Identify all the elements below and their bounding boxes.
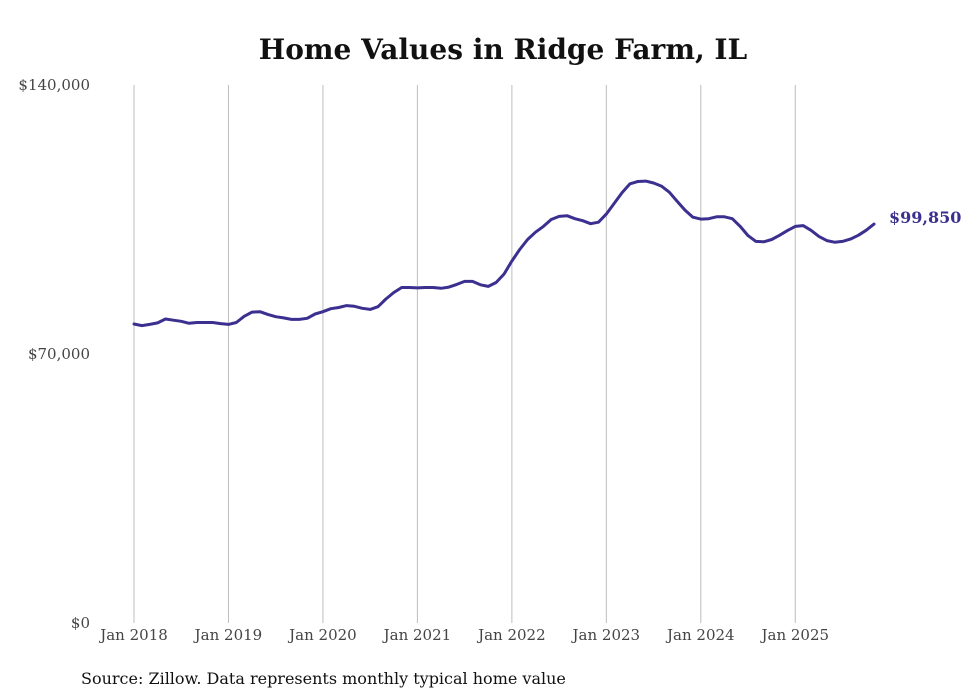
x-tick-label: Jan 2019 <box>193 626 263 644</box>
x-tick-label: Jan 2021 <box>382 626 452 644</box>
x-tick-label: Jan 2022 <box>476 626 546 644</box>
x-tick-label: Jan 2018 <box>98 626 168 644</box>
y-tick-label: $70,000 <box>28 345 90 363</box>
x-axis-tick-labels: Jan 2018 Jan 2019 Jan 2020 Jan 2021 Jan 2022… <box>98 626 829 644</box>
x-tick-label: Jan 2025 <box>759 626 829 644</box>
source-note: Source: Zillow. Data represents monthly … <box>81 669 566 688</box>
x-tick-label: Jan 2020 <box>287 626 357 644</box>
y-axis-tick-labels: $0 $70,000 $140,000 <box>18 76 90 632</box>
y-tick-label: $140,000 <box>18 76 90 94</box>
latest-value-label: $99,850 <box>889 208 961 227</box>
y-tick-label: $0 <box>71 614 90 632</box>
home-value-line <box>132 179 876 328</box>
x-tick-label: Jan 2024 <box>665 626 735 644</box>
x-tick-label: Jan 2023 <box>571 626 641 644</box>
vertical-gridlines <box>133 85 796 623</box>
chart-title: Home Values in Ridge Farm, IL <box>259 33 748 66</box>
